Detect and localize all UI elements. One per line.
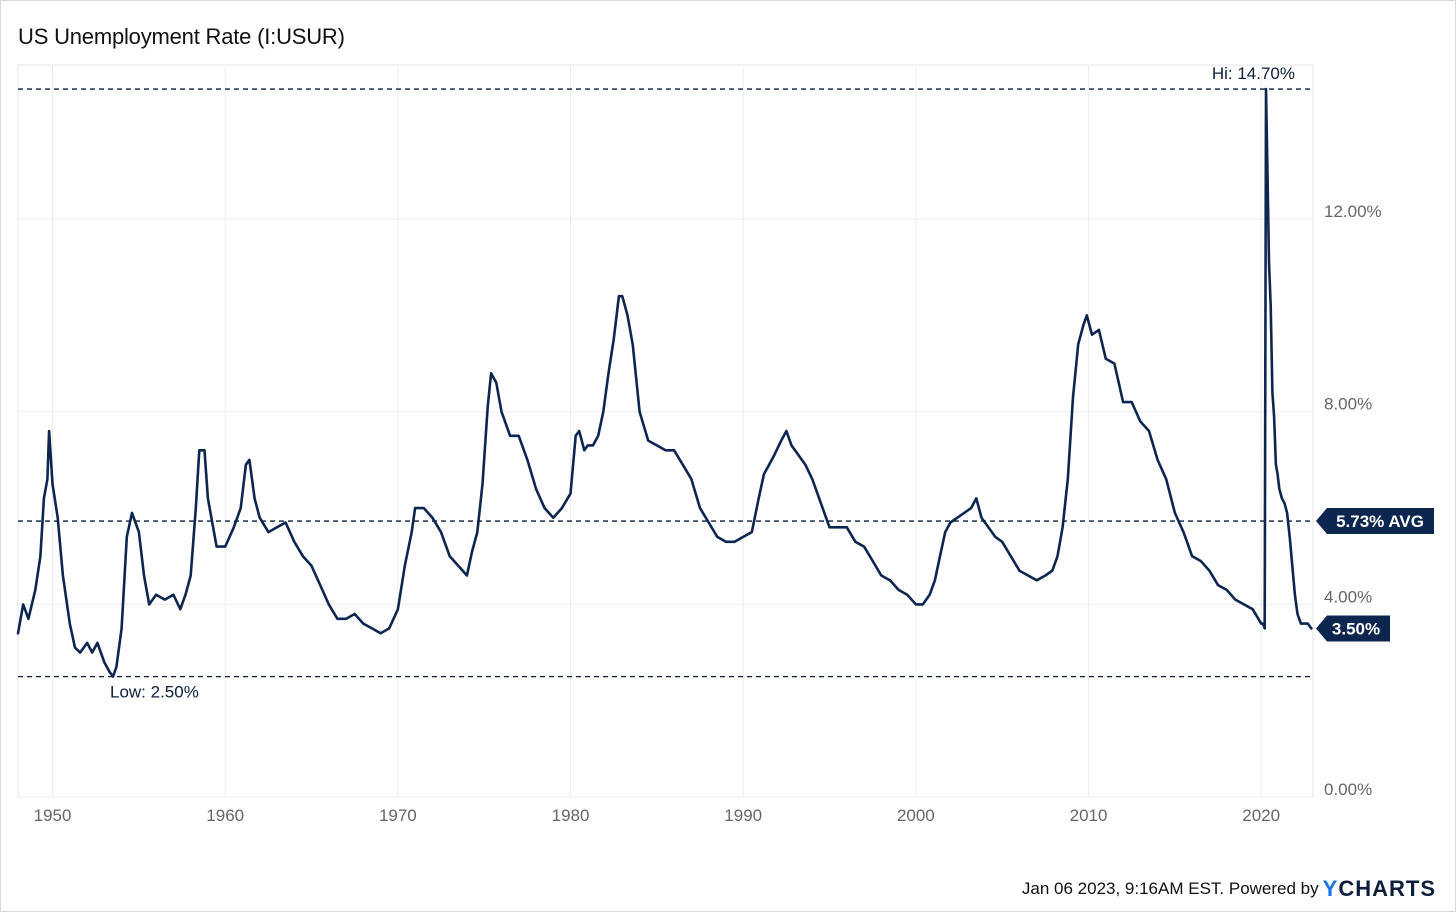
last-value-label: 3.50% <box>1332 619 1380 638</box>
ycharts-logo-text: CHARTS <box>1338 876 1436 901</box>
x-tick-label: 1980 <box>552 806 590 825</box>
x-tick-label: 2010 <box>1070 806 1108 825</box>
hi-label: Hi: 14.70% <box>1212 64 1295 83</box>
timestamp-text: Jan 06 2023, 9:16AM EST. Powered by <box>1021 879 1319 898</box>
x-tick-label: 1990 <box>724 806 762 825</box>
chart-footer: Jan 06 2023, 9:16AM EST. Powered by YCHA… <box>1022 876 1436 902</box>
x-tick-label: 1950 <box>34 806 72 825</box>
plot-area <box>17 64 1314 798</box>
last-value-tag <box>1316 615 1390 642</box>
x-tick-label: 1960 <box>206 806 244 825</box>
ycharts-logo[interactable]: YCHARTS <box>1323 876 1436 902</box>
y-tick-label: 4.00% <box>1324 587 1372 606</box>
chart-title: US Unemployment Rate (I:USUR) <box>18 24 345 49</box>
ycharts-logo-y: Y <box>1322 876 1339 901</box>
low-label: Low: 2.50% <box>110 683 199 702</box>
y-tick-label: 8.00% <box>1324 395 1372 414</box>
avg-tag-label: 5.73% AVG <box>1336 512 1424 531</box>
unemployment-rate-line <box>16 87 1313 678</box>
y-tick-label: 0.00% <box>1324 780 1372 799</box>
x-tick-label: 2020 <box>1242 806 1280 825</box>
x-tick-label: 1970 <box>379 806 417 825</box>
y-tick-label: 12.00% <box>1324 202 1382 221</box>
avg-tag <box>1316 508 1434 535</box>
x-tick-label: 2000 <box>897 806 935 825</box>
